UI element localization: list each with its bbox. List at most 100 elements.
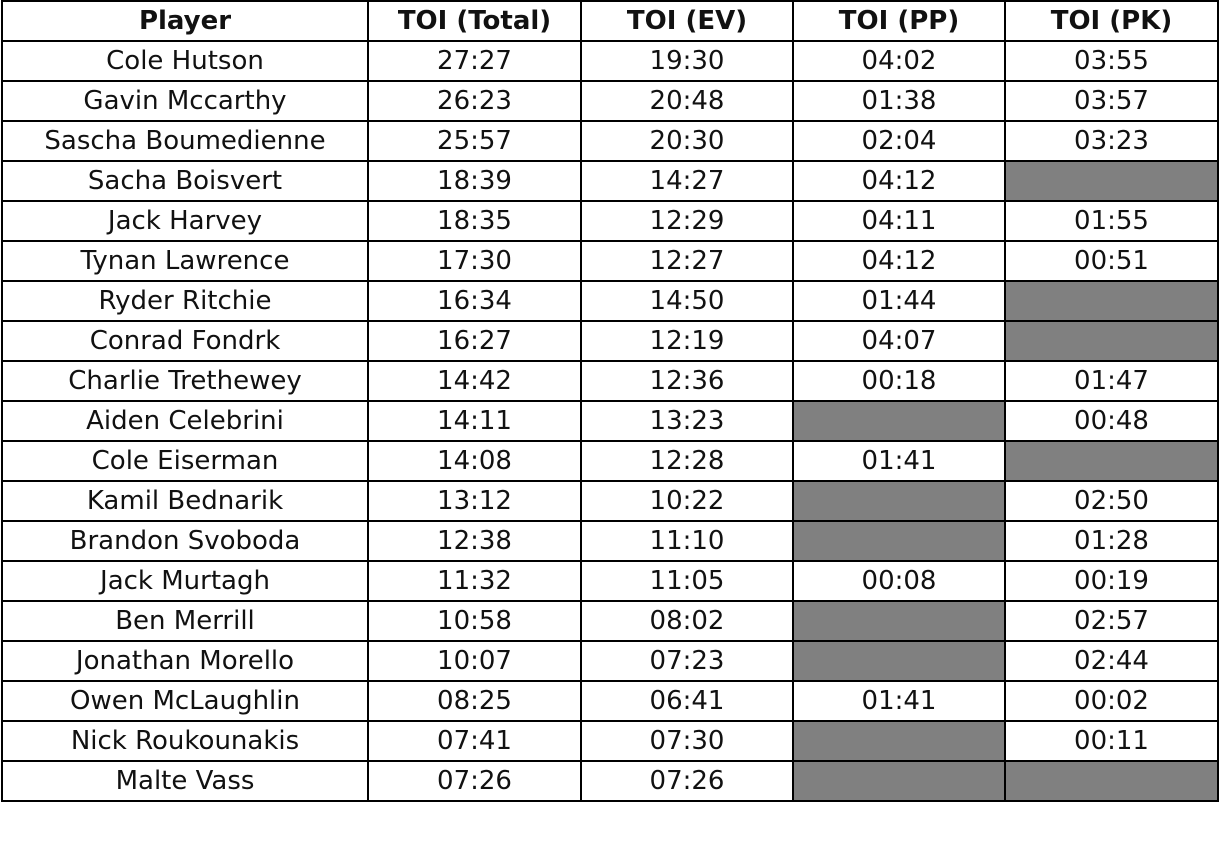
- time-cell: 20:48: [580, 80, 794, 122]
- table-row: Jack Harvey 18:35 12:29 04:11 01:55: [1, 200, 1219, 242]
- time-cell: 01:28: [1004, 520, 1219, 562]
- time-cell: 08:02: [580, 600, 794, 642]
- player-name: Ben Merrill: [1, 600, 369, 642]
- time-cell: 07:30: [580, 720, 794, 762]
- time-cell: 07:26: [367, 760, 582, 802]
- header-cell: TOI (EV): [580, 0, 794, 42]
- time-cell: 02:50: [1004, 480, 1219, 522]
- time-cell: 12:29: [580, 200, 794, 242]
- empty-cell: [1004, 280, 1219, 322]
- table-row: Jonathan Morello 10:07 07:23 02:44: [1, 640, 1219, 682]
- table-row: Gavin Mccarthy 26:23 20:48 01:38 03:57: [1, 80, 1219, 122]
- empty-cell: [792, 400, 1006, 442]
- time-cell: 14:27: [580, 160, 794, 202]
- time-cell: 27:27: [367, 40, 582, 82]
- time-cell: 14:42: [367, 360, 582, 402]
- time-cell: 00:02: [1004, 680, 1219, 722]
- time-cell: 00:19: [1004, 560, 1219, 602]
- empty-cell: [1004, 320, 1219, 362]
- player-name: Sascha Boumedienne: [1, 120, 369, 162]
- player-name: Conrad Fondrk: [1, 320, 369, 362]
- time-cell: 02:57: [1004, 600, 1219, 642]
- time-cell: 18:35: [367, 200, 582, 242]
- player-name: Cole Eiserman: [1, 440, 369, 482]
- time-cell: 11:32: [367, 560, 582, 602]
- player-name: Sacha Boisvert: [1, 160, 369, 202]
- time-cell: 10:58: [367, 600, 582, 642]
- time-cell: 00:11: [1004, 720, 1219, 762]
- time-cell: 11:10: [580, 520, 794, 562]
- time-cell: 13:12: [367, 480, 582, 522]
- player-name: Cole Hutson: [1, 40, 369, 82]
- time-cell: 07:23: [580, 640, 794, 682]
- time-cell: 18:39: [367, 160, 582, 202]
- table-row: Cole Eiserman 14:08 12:28 01:41: [1, 440, 1219, 482]
- time-cell: 12:28: [580, 440, 794, 482]
- player-name: Charlie Trethewey: [1, 360, 369, 402]
- time-cell: 04:02: [792, 40, 1006, 82]
- empty-cell: [792, 480, 1006, 522]
- empty-cell: [792, 520, 1006, 562]
- player-name: Tynan Lawrence: [1, 240, 369, 282]
- time-cell: 02:44: [1004, 640, 1219, 682]
- empty-cell: [792, 640, 1006, 682]
- empty-cell: [792, 760, 1006, 802]
- player-name: Nick Roukounakis: [1, 720, 369, 762]
- time-cell: 26:23: [367, 80, 582, 122]
- time-cell: 02:04: [792, 120, 1006, 162]
- time-cell: 12:19: [580, 320, 794, 362]
- time-cell: 14:11: [367, 400, 582, 442]
- table-row: Kamil Bednarik 13:12 10:22 02:50: [1, 480, 1219, 522]
- time-cell: 13:23: [580, 400, 794, 442]
- time-cell: 00:08: [792, 560, 1006, 602]
- time-cell: 10:22: [580, 480, 794, 522]
- time-cell: 01:47: [1004, 360, 1219, 402]
- player-name: Jonathan Morello: [1, 640, 369, 682]
- table-row: Owen McLaughlin 08:25 06:41 01:41 00:02: [1, 680, 1219, 722]
- time-cell: 01:41: [792, 440, 1006, 482]
- time-cell: 12:38: [367, 520, 582, 562]
- header-cell: TOI (PP): [792, 0, 1006, 42]
- player-name: Owen McLaughlin: [1, 680, 369, 722]
- player-name: Jack Murtagh: [1, 560, 369, 602]
- table-body: Cole Hutson 27:27 19:30 04:02 03:55 Gavin Mcc…: [1, 40, 1219, 802]
- table-row: Malte Vass 07:26 07:26: [1, 760, 1219, 802]
- time-cell: 19:30: [580, 40, 794, 82]
- time-cell: 03:23: [1004, 120, 1219, 162]
- table-row: Cole Hutson 27:27 19:30 04:02 03:55: [1, 40, 1219, 82]
- header-cell: Player: [1, 0, 369, 42]
- table-row: Conrad Fondrk 16:27 12:19 04:07: [1, 320, 1219, 362]
- player-name: Aiden Celebrini: [1, 400, 369, 442]
- table-row: Brandon Svoboda 12:38 11:10 01:28: [1, 520, 1219, 562]
- time-cell: 16:34: [367, 280, 582, 322]
- empty-cell: [792, 600, 1006, 642]
- time-cell: 01:38: [792, 80, 1006, 122]
- time-cell: 07:41: [367, 720, 582, 762]
- table-row: Ben Merrill 10:58 08:02 02:57: [1, 600, 1219, 642]
- time-cell: 14:50: [580, 280, 794, 322]
- time-cell: 07:26: [580, 760, 794, 802]
- time-cell: 01:44: [792, 280, 1006, 322]
- time-cell: 00:51: [1004, 240, 1219, 282]
- time-cell: 00:18: [792, 360, 1006, 402]
- time-cell: 12:36: [580, 360, 794, 402]
- header-row: Player TOI (Total) TOI (EV) TOI (PP) TOI (PK…: [1, 0, 1219, 42]
- player-name: Malte Vass: [1, 760, 369, 802]
- table-row: Nick Roukounakis 07:41 07:30 00:11: [1, 720, 1219, 762]
- table-row: Tynan Lawrence 17:30 12:27 04:12 00:51: [1, 240, 1219, 282]
- table-row: Jack Murtagh 11:32 11:05 00:08 00:19: [1, 560, 1219, 602]
- time-cell: 01:41: [792, 680, 1006, 722]
- time-cell: 25:57: [367, 120, 582, 162]
- time-cell: 12:27: [580, 240, 794, 282]
- time-cell: 10:07: [367, 640, 582, 682]
- time-cell: 03:55: [1004, 40, 1219, 82]
- time-cell: 03:57: [1004, 80, 1219, 122]
- time-cell: 11:05: [580, 560, 794, 602]
- empty-cell: [792, 720, 1006, 762]
- empty-cell: [1004, 760, 1219, 802]
- time-cell: 04:12: [792, 160, 1006, 202]
- table-row: Ryder Ritchie 16:34 14:50 01:44: [1, 280, 1219, 322]
- empty-cell: [1004, 440, 1219, 482]
- time-cell: 01:55: [1004, 200, 1219, 242]
